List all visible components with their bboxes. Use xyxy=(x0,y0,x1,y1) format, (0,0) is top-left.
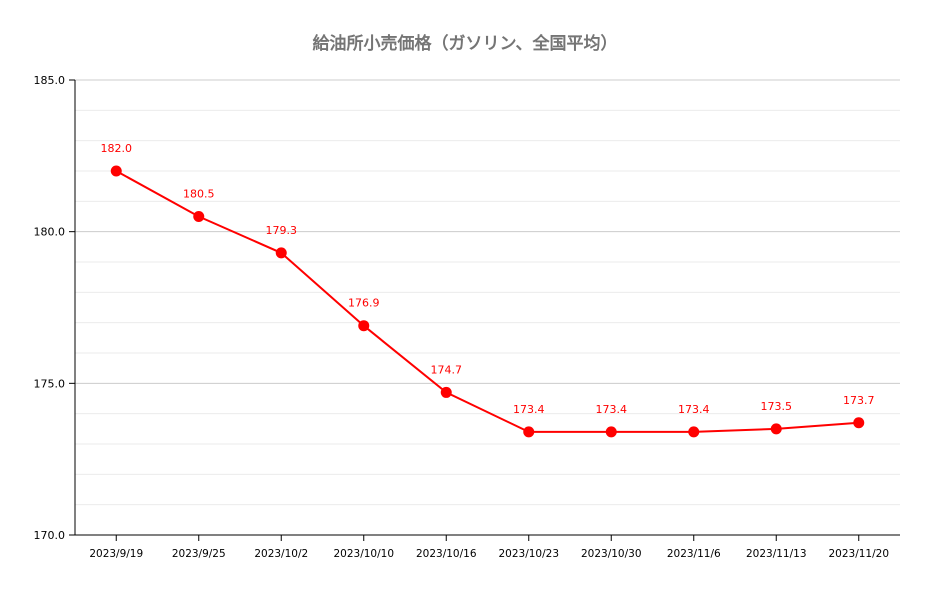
x-tick-label: 2023/10/23 xyxy=(498,548,559,560)
data-point xyxy=(193,211,205,222)
series-line xyxy=(115,170,859,433)
x-tick-label: 2023/10/30 xyxy=(581,548,642,560)
y-tick-label: 170.0 xyxy=(34,529,66,542)
x-tick-label: 2023/10/10 xyxy=(333,548,394,560)
data-point xyxy=(358,320,370,332)
x-tick-label: 2023/10/2 xyxy=(254,548,308,560)
chart-title: 給油所小売価格（ガソリン、全国平均） xyxy=(313,33,618,54)
data-label: 173.4 xyxy=(596,403,628,416)
data-label: 173.5 xyxy=(761,400,793,413)
data-point xyxy=(605,426,617,438)
x-tick-label: 2023/10/16 xyxy=(416,548,477,560)
x-tick-label: 2023/11/13 xyxy=(746,548,807,560)
data-label: 173.4 xyxy=(513,403,545,416)
data-point xyxy=(523,426,535,438)
data-point xyxy=(688,426,700,438)
y-tick-label: 175.0 xyxy=(34,377,66,390)
data-point xyxy=(275,247,287,259)
x-tick-label: 2023/11/20 xyxy=(828,548,889,560)
y-tick-label: 180.0 xyxy=(34,226,66,239)
data-label: 176.9 xyxy=(348,297,380,310)
x-tick-label: 2023/11/6 xyxy=(667,548,721,560)
data-label: 174.7 xyxy=(431,363,463,376)
data-label: 173.4 xyxy=(678,403,710,416)
data-point xyxy=(110,165,122,177)
x-tick-label: 2023/9/25 xyxy=(172,548,226,560)
data-label: 179.3 xyxy=(266,224,298,237)
x-tick-label: 2023/9/19 xyxy=(89,548,143,560)
data-label: 182.0 xyxy=(101,142,133,155)
data-label: 173.7 xyxy=(843,394,875,407)
y-tick-label: 185.0 xyxy=(34,74,66,87)
data-point xyxy=(770,423,782,435)
data-point xyxy=(440,386,452,398)
data-point xyxy=(853,417,865,429)
data-label: 180.5 xyxy=(183,188,215,201)
